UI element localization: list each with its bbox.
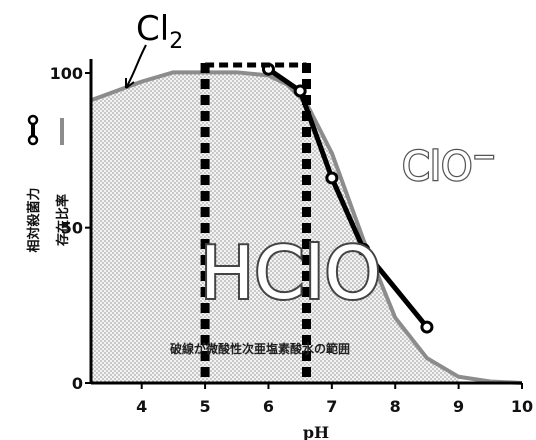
y-ticks: 0 50 100 bbox=[50, 64, 91, 393]
x-tick-label: 5 bbox=[200, 397, 211, 416]
x-tick-label: 10 bbox=[511, 397, 533, 416]
clo-label: ClO− bbox=[402, 140, 496, 190]
cl2-pointer-arrow bbox=[125, 44, 147, 89]
y-tick-label: 100 bbox=[50, 64, 83, 83]
plot-area bbox=[90, 62, 523, 385]
legend: 相対殺菌力 存在比率 bbox=[26, 114, 71, 253]
x-tick-label: 4 bbox=[136, 397, 147, 416]
cl2-label: Cl2 bbox=[136, 9, 183, 54]
hclo-label: HClO bbox=[200, 231, 381, 315]
legend-bact-marker bbox=[27, 114, 39, 126]
legend-bact-marker bbox=[27, 134, 39, 146]
x-axis-label: pH bbox=[303, 423, 329, 440]
bactericidal-marker bbox=[420, 320, 434, 334]
y-tick-label: 50 bbox=[61, 219, 83, 238]
y-axis-label-bactericidal: 相対殺菌力 bbox=[26, 187, 42, 252]
bactericidal-marker bbox=[357, 242, 371, 256]
annotations: Cl2 ClO− HClO 破線が微酸性次亜塩素酸水の範囲 bbox=[125, 9, 497, 356]
bactericidal-marker bbox=[293, 84, 307, 98]
x-tick-label: 9 bbox=[453, 397, 464, 416]
axes: 4 5 6 7 8 9 10 0 50 100 bbox=[50, 59, 533, 416]
cl2-text: Cl bbox=[136, 9, 169, 49]
x-tick-label: 6 bbox=[263, 397, 274, 416]
clo-superscript: − bbox=[473, 140, 496, 173]
x-ticks: 4 5 6 7 8 9 10 bbox=[136, 383, 533, 416]
x-tick-label: 7 bbox=[326, 397, 337, 416]
legend-bactericidal-symbol bbox=[27, 114, 39, 146]
bactericidal-marker bbox=[325, 171, 339, 185]
clo-text: ClO bbox=[402, 144, 473, 190]
cl2-subscript: 2 bbox=[169, 29, 183, 54]
y-tick-label: 0 bbox=[72, 374, 83, 393]
range-note: 破線が微酸性次亜塩素酸水の範囲 bbox=[170, 341, 350, 356]
hclo-shaded-area bbox=[91, 72, 459, 384]
y-axis-label-ratio: 存在比率 bbox=[55, 194, 71, 246]
x-tick-label: 8 bbox=[390, 397, 401, 416]
bactericidal-markers bbox=[261, 62, 434, 334]
